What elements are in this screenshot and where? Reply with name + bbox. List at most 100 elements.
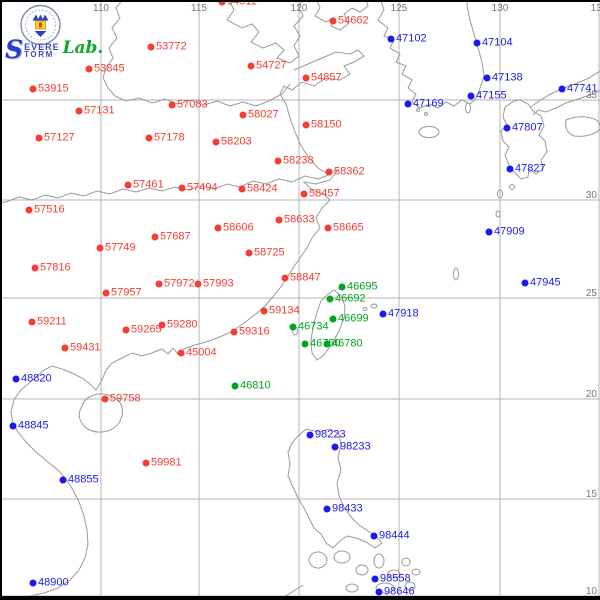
station-dot-icon [473,39,481,47]
station-label: 47945 [530,276,561,289]
station-dot-icon [29,85,37,93]
station-label: 47138 [492,71,523,84]
island-korea-s1 [416,108,420,112]
station-dot-icon [145,134,153,142]
station-label: 58847 [290,271,321,284]
island-miyako [370,303,378,309]
station-label: 57178 [154,131,185,144]
station-label: 47909 [494,225,525,238]
station-label: 47807 [512,121,543,134]
station-dot-icon [306,431,314,439]
station-dot-icon [245,249,253,257]
station-label: 53845 [94,62,125,75]
station-label: 59265 [131,323,162,336]
station-label: 59981 [151,456,182,469]
station-label: 46734 [298,320,329,333]
severe-storm-lab-logo: S EVERE TORM Lab. [5,3,115,64]
station-dot-icon [247,62,255,70]
station-dot-icon [558,85,566,93]
coastline-kyushu [500,99,548,180]
station-label: 58424 [247,182,278,195]
station-label: 57993 [203,277,234,290]
station-dot-icon [387,35,395,43]
station-label: 45004 [186,346,217,359]
station-dot-icon [331,443,339,451]
map-frame-top [0,0,600,2]
station-dot-icon [325,168,333,176]
station-label: 59316 [239,325,270,338]
station-dot-icon [323,505,331,513]
station-dot-icon [274,157,282,165]
station-label: 57127 [44,131,75,144]
station-dot-icon [31,264,39,272]
station-label: 57083 [177,98,208,111]
station-dot-icon [289,323,297,331]
station-label: 46695 [347,280,378,293]
station-label: 48820 [21,372,52,385]
station-label: 59211 [37,315,67,328]
station-dot-icon [102,289,110,297]
station-dot-icon [483,74,491,82]
station-label: 59134 [269,304,300,317]
station-dot-icon [370,532,378,540]
station-label: 46699 [338,312,369,325]
logo-word-severe: EVERE [24,42,60,52]
river-yellow [102,0,291,107]
island-mindoro [308,551,328,569]
coastline-liaodong [314,0,369,31]
station-dot-icon [158,321,166,329]
map-frame-bottom [0,596,600,600]
station-label: 58362 [334,165,365,178]
island-jeju [418,126,440,138]
station-label: 47169 [413,97,444,110]
station-label: 54727 [256,59,287,72]
coastline-honshu-south [532,90,600,116]
station-label: 53915 [38,82,69,95]
station-dot-icon [275,216,283,224]
station-dot-icon [301,340,309,348]
island-taiwan [310,289,346,361]
station-dot-icon [218,0,226,6]
university-seal-icon [20,4,61,46]
station-label: 57749 [105,241,136,254]
station-label: 53772 [156,40,187,53]
logo-initial-s: S [5,35,24,64]
station-dot-icon [178,184,186,192]
logo-word-storm: TORM [24,50,54,59]
station-dot-icon [302,74,310,82]
station-label: 98558 [380,572,411,585]
station-dot-icon [142,459,150,467]
station-dot-icon [323,340,331,348]
station-label: 98433 [332,502,363,515]
station-label: 47918 [388,307,419,320]
station-dot-icon [12,375,20,383]
logo-severe-storm: EVERE TORM [24,43,60,59]
station-dot-icon [177,349,185,357]
station-label: 48845 [18,419,49,432]
station-dot-icon [521,279,529,287]
station-label: 47827 [515,162,546,175]
station-dot-icon [260,307,268,315]
station-label: 98233 [340,440,371,453]
station-dot-icon [326,295,334,303]
station-dot-icon [300,190,308,198]
station-dot-icon [101,395,109,403]
station-dot-icon [485,228,493,236]
station-label: 58203 [221,135,252,148]
station-dot-icon [329,17,337,25]
island-luzon [287,428,383,549]
station-dot-icon [61,344,69,352]
station-label: 58238 [283,154,314,167]
station-label: 46810 [240,379,271,392]
station-dot-icon [35,134,43,142]
station-label: 48900 [38,576,69,589]
station-label: 47155 [476,89,507,102]
station-dot-icon [194,280,202,288]
station-dot-icon [503,124,511,132]
station-label: 54662 [338,14,369,27]
station-label: 58633 [284,213,315,226]
station-label: 57816 [40,261,71,274]
station-dot-icon [29,579,37,587]
